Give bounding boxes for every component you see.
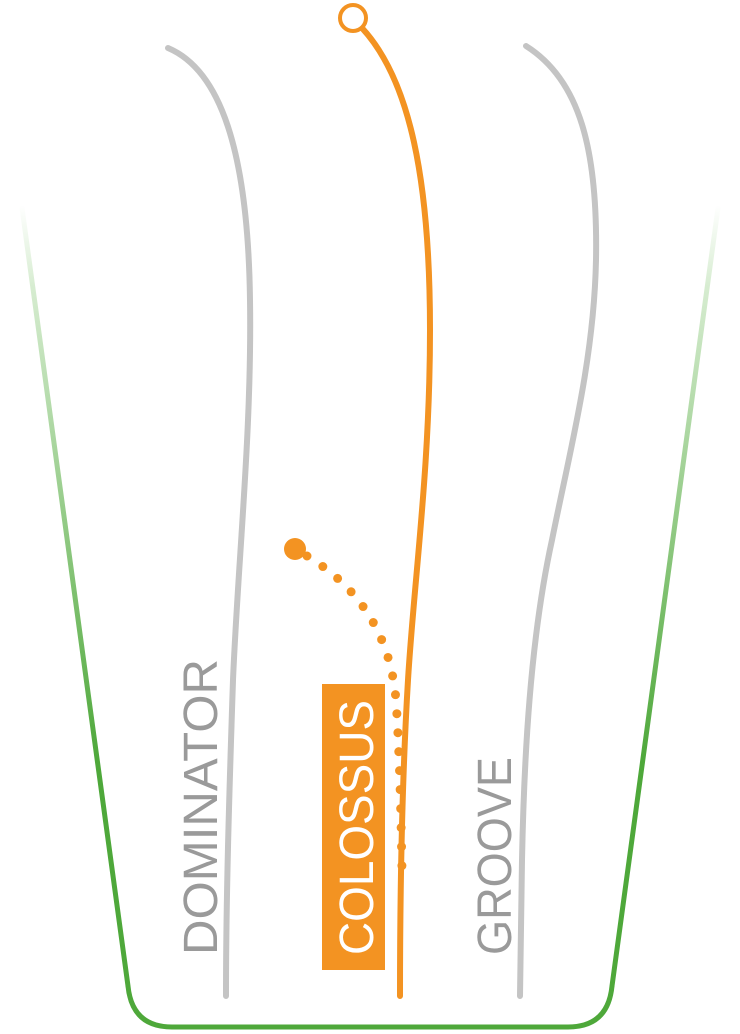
dominator-label-group: DOMINATOR	[175, 659, 228, 955]
colossus-label: COLOSSUS	[331, 700, 384, 955]
colossus-start-marker	[338, 3, 368, 33]
lane-bottom-edge	[125, 985, 615, 1030]
dominator-label: DOMINATOR	[175, 659, 228, 955]
dominator-ball-path	[165, 45, 254, 999]
colossus-ball-path	[359, 25, 434, 999]
groove-ball-path	[517, 43, 600, 999]
groove-label: GROOVE	[469, 757, 522, 955]
lane-right-edge	[609, 205, 721, 989]
groove-label-group: GROOVE	[469, 757, 522, 955]
colossus-label-background	[322, 684, 385, 970]
lane-left-edge	[19, 205, 131, 989]
dotted-path-origin-dot	[284, 538, 306, 560]
colossus-label-group: COLOSSUS	[331, 700, 384, 955]
lane-outline	[19, 205, 721, 1030]
